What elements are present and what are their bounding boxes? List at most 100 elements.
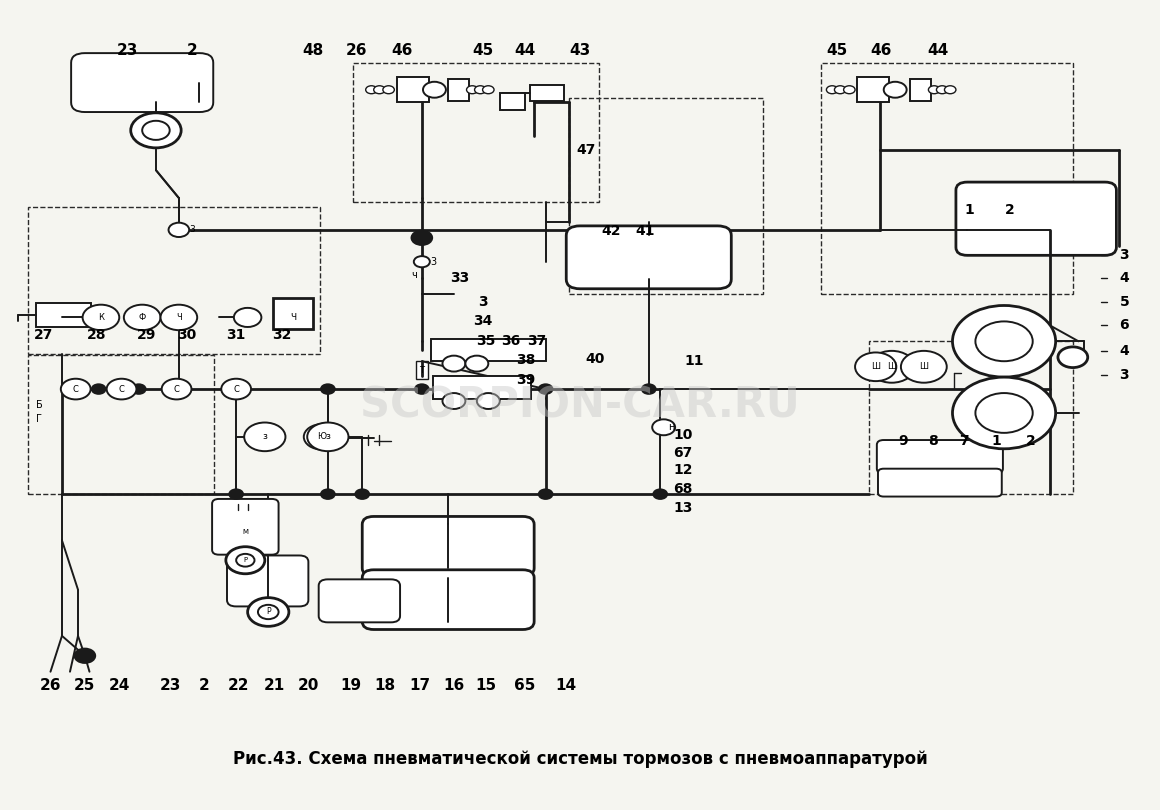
Circle shape (60, 379, 90, 399)
Text: 8: 8 (928, 434, 938, 448)
Circle shape (258, 605, 278, 619)
Text: 16: 16 (443, 678, 464, 693)
Bar (500, 93, 525, 110)
Text: 39: 39 (516, 373, 536, 386)
Bar (28, 207, 320, 354)
Bar (448, 79, 469, 101)
Text: 2: 2 (1005, 203, 1015, 217)
Text: 42: 42 (601, 224, 621, 238)
Text: 41: 41 (636, 224, 655, 238)
Text: 20: 20 (298, 678, 319, 693)
Circle shape (247, 598, 289, 626)
Circle shape (869, 351, 915, 382)
Circle shape (234, 308, 261, 327)
Text: Ш: Ш (920, 362, 928, 371)
Bar (397, 77, 429, 103)
Circle shape (928, 86, 940, 94)
Circle shape (230, 489, 244, 499)
Text: 40: 40 (585, 352, 604, 366)
Circle shape (474, 86, 486, 94)
Text: 23: 23 (117, 43, 138, 58)
Circle shape (1058, 347, 1088, 368)
Text: Б: Б (36, 400, 43, 410)
Circle shape (466, 86, 478, 94)
Circle shape (483, 86, 494, 94)
Text: Ш: Ш (871, 362, 880, 371)
Circle shape (936, 86, 948, 94)
Text: 38: 38 (516, 352, 536, 367)
Text: 2: 2 (187, 43, 198, 58)
Circle shape (131, 113, 181, 148)
Circle shape (237, 554, 254, 567)
Circle shape (952, 377, 1056, 449)
Circle shape (538, 489, 552, 499)
Text: С: С (174, 385, 180, 394)
Circle shape (538, 384, 552, 394)
Text: 3: 3 (478, 295, 487, 309)
Circle shape (442, 393, 465, 409)
Bar (568, 99, 763, 293)
Text: н: н (668, 422, 675, 433)
Text: 15: 15 (476, 678, 496, 693)
Bar (273, 297, 313, 330)
Text: 47: 47 (577, 143, 595, 157)
Circle shape (976, 322, 1032, 361)
Bar (36, 303, 90, 327)
Circle shape (884, 82, 907, 98)
Text: 5: 5 (1119, 295, 1130, 309)
Bar (857, 77, 890, 103)
Circle shape (944, 86, 956, 94)
FancyBboxPatch shape (212, 499, 278, 555)
Circle shape (222, 379, 251, 399)
Text: 37: 37 (527, 335, 546, 348)
Text: К: К (97, 313, 104, 322)
Bar (416, 361, 428, 379)
Text: С: С (233, 385, 239, 394)
Bar (530, 85, 564, 101)
Circle shape (826, 86, 838, 94)
FancyBboxPatch shape (877, 440, 1003, 474)
Circle shape (132, 384, 146, 394)
Text: 14: 14 (556, 678, 577, 693)
Text: 19: 19 (340, 678, 362, 693)
Circle shape (901, 351, 947, 382)
Text: 34: 34 (473, 314, 492, 328)
Text: 7: 7 (959, 434, 969, 448)
Text: 9: 9 (898, 434, 908, 448)
Text: 12: 12 (674, 463, 693, 477)
Circle shape (952, 305, 1056, 377)
Text: 17: 17 (409, 678, 430, 693)
FancyBboxPatch shape (319, 579, 400, 622)
Text: 43: 43 (570, 43, 590, 58)
Text: Ш: Ш (887, 362, 897, 371)
FancyBboxPatch shape (956, 182, 1116, 255)
Text: 3: 3 (190, 225, 196, 234)
Circle shape (226, 547, 264, 573)
Text: 1: 1 (991, 434, 1001, 448)
Circle shape (652, 420, 675, 435)
Text: 31: 31 (226, 328, 246, 342)
Circle shape (442, 356, 465, 372)
FancyBboxPatch shape (362, 517, 534, 576)
Circle shape (415, 384, 429, 394)
Text: 48: 48 (303, 43, 324, 58)
Text: 26: 26 (346, 43, 368, 58)
Text: С: С (118, 385, 124, 394)
Circle shape (245, 423, 285, 451)
Bar (434, 377, 531, 399)
Text: 27: 27 (34, 328, 53, 342)
Text: 13: 13 (674, 501, 693, 515)
Text: 30: 30 (177, 328, 196, 342)
Text: 32: 32 (273, 328, 291, 342)
Circle shape (653, 489, 667, 499)
Circle shape (321, 384, 335, 394)
Text: 44: 44 (514, 43, 536, 58)
Circle shape (412, 231, 433, 245)
Circle shape (304, 424, 341, 450)
Bar (432, 339, 545, 361)
Bar (28, 355, 215, 494)
Text: 65: 65 (514, 678, 536, 693)
Circle shape (423, 82, 445, 98)
Text: Ч: Ч (290, 313, 297, 322)
Text: С: С (73, 385, 79, 394)
